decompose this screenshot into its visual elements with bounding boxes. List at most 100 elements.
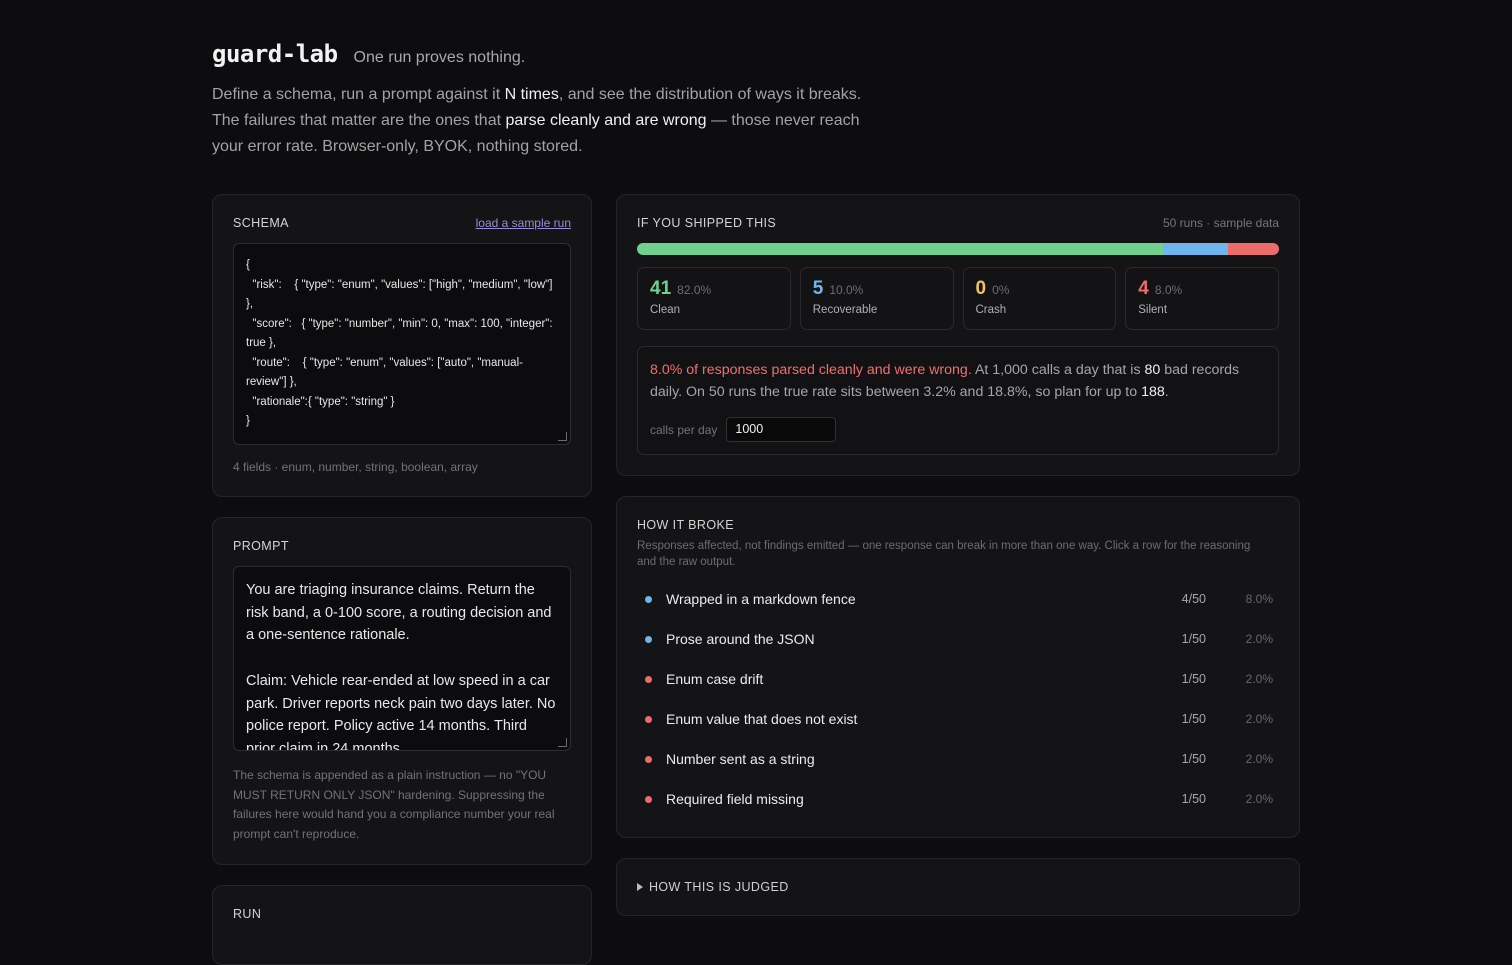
schema-editor[interactable]: { "risk": { "type": "enum", "values": ["…	[233, 243, 571, 445]
failure-percent: 8.0%	[1245, 592, 1273, 606]
schema-editor-text: { "risk": { "type": "enum", "values": ["…	[246, 259, 553, 427]
app-tagline: One run proves nothing.	[353, 49, 526, 66]
failure-percent: 2.0%	[1245, 752, 1273, 766]
status-dot-icon	[645, 715, 652, 723]
resize-handle-icon[interactable]	[558, 738, 567, 747]
stat-count: 4	[1138, 278, 1149, 299]
intro-part: Define a schema, run a prompt against it	[212, 86, 505, 103]
prompt-footer: The schema is appended as a plain instru…	[233, 768, 555, 841]
stat-count: 0	[975, 278, 987, 299]
how-it-broke-card: HOW IT BROKE Responses affected, not fin…	[616, 496, 1300, 838]
stat-label: Silent	[1138, 304, 1168, 316]
broke-subtitle: Responses affected, not findings emitted…	[637, 540, 1251, 568]
shipped-card: IF YOU SHIPPED THIS 50 runs · sample dat…	[616, 194, 1300, 476]
stat-values: 0 0%	[976, 278, 1104, 300]
stat-recoverable: 5 10.0% Recoverable	[799, 267, 954, 330]
failure-label: Wrapped in a markdown fence	[666, 591, 856, 607]
bar-segment-clean	[637, 243, 1164, 255]
prompt-title: PROMPT	[233, 539, 289, 553]
intro-part: , and see the distribution of ways it br…	[212, 86, 862, 129]
stats-row: 41 82.0% Clean 5 10.0% Recoverable 0 0% Crash 4 8.…	[637, 267, 1279, 330]
failure-percent: 2.0%	[1245, 792, 1273, 806]
page-header: guard-lab One run proves nothing. Define…	[212, 40, 892, 160]
failure-row[interactable]: Prose around the JSON 1/50 2.0%	[637, 619, 1281, 659]
schema-title: SCHEMA	[233, 216, 289, 230]
status-dot-icon	[645, 595, 652, 603]
app-title: guard-lab	[212, 40, 338, 68]
stat-values: 41 82.0%	[650, 278, 778, 300]
how-judged-card[interactable]: HOW THIS IS JUDGED	[616, 858, 1300, 916]
intro-highlight: N times	[504, 86, 559, 103]
failure-count: 1/50	[1181, 752, 1206, 766]
failure-count: 1/50	[1181, 632, 1206, 646]
calls-per-day-input[interactable]: 1000	[726, 417, 837, 442]
intro-text: Define a schema, run a prompt against it…	[212, 82, 892, 160]
failure-count: 1/50	[1181, 672, 1206, 686]
shipped-title: IF YOU SHIPPED THIS	[637, 216, 777, 230]
failure-row[interactable]: Wrapped in a markdown fence 4/50 8.0%	[637, 579, 1281, 619]
intro-highlight: parse cleanly and are wrong	[505, 112, 707, 129]
stat-label: Clean	[650, 304, 681, 316]
calls-per-day-control: calls per day 1000	[650, 417, 837, 442]
prompt-card: PROMPT You are triaging insurance claims…	[212, 517, 592, 865]
stat-count: 41	[650, 278, 672, 299]
impact-part: At 1,000 calls a day that is	[971, 362, 1145, 378]
prompt-editor[interactable]: You are triaging insurance claims. Retur…	[233, 566, 571, 751]
calls-per-day-label: calls per day	[650, 422, 718, 437]
impact-part: .	[1164, 384, 1169, 400]
stat-values: 4 8.0%	[1138, 278, 1266, 300]
failure-label: Enum case drift	[666, 671, 764, 687]
shipped-meta: 50 runs · sample data	[1162, 216, 1279, 230]
intro-part: — those never reach your error rate. Bro…	[212, 112, 860, 155]
stat-silent: 4 8.0% Silent	[1125, 267, 1279, 330]
status-dot-icon	[645, 675, 652, 683]
run-card: RUN	[212, 885, 592, 965]
bar-segment-recoverable	[1163, 243, 1228, 255]
failure-count: 1/50	[1181, 712, 1206, 726]
impact-bad-records: 80	[1144, 362, 1161, 378]
stat-count: 5	[812, 278, 824, 299]
impact-text: 8.0% of responses parsed cleanly and wer…	[650, 359, 1266, 403]
failure-label: Required field missing	[666, 791, 804, 807]
stat-label: Crash	[975, 304, 1007, 316]
run-title: RUN	[233, 907, 262, 921]
failure-label: Number sent as a string	[666, 751, 815, 767]
broke-title: HOW IT BROKE	[637, 518, 734, 532]
how-judged-toggle[interactable]: HOW THIS IS JUDGED	[637, 880, 789, 894]
failure-row[interactable]: Number sent as a string 1/50 2.0%	[637, 739, 1281, 779]
how-judged-label: HOW THIS IS JUDGED	[649, 880, 789, 894]
prompt-editor-text: You are triaging insurance claims. Retur…	[246, 582, 556, 751]
failure-percent: 2.0%	[1245, 712, 1273, 726]
stat-percent: 10.0%	[829, 283, 864, 297]
status-dot-icon	[645, 795, 652, 803]
resize-handle-icon[interactable]	[558, 432, 567, 441]
failure-percent: 2.0%	[1245, 632, 1273, 646]
impact-upper-bound: 188	[1141, 384, 1165, 400]
schema-card: SCHEMA load a sample run { "risk": { "ty…	[212, 194, 592, 497]
failure-row[interactable]: Required field missing 1/50 2.0%	[637, 779, 1281, 819]
schema-footer: 4 fields · enum, number, string, boolean…	[233, 460, 478, 474]
disclosure-triangle-icon	[637, 883, 643, 891]
impact-warning: 8.0% of responses parsed cleanly and wer…	[650, 362, 972, 378]
stat-label: Recoverable	[812, 304, 878, 316]
failure-label: Prose around the JSON	[666, 631, 815, 647]
stat-values: 5 10.0%	[813, 278, 941, 300]
status-dot-icon	[645, 755, 652, 763]
impact-part: bad records daily. On 50 runs the true r…	[650, 362, 1240, 400]
impact-box: 8.0% of responses parsed cleanly and wer…	[637, 346, 1279, 455]
distribution-bar	[637, 243, 1279, 255]
failure-count: 4/50	[1181, 592, 1206, 606]
status-dot-icon	[645, 635, 652, 643]
brand: guard-lab One run proves nothing.	[212, 40, 892, 68]
failure-count: 1/50	[1181, 792, 1206, 806]
stat-percent: 82.0%	[677, 283, 712, 297]
stat-percent: 8.0%	[1154, 283, 1183, 297]
stat-clean: 41 82.0% Clean	[637, 267, 791, 330]
failure-percent: 2.0%	[1245, 672, 1273, 686]
load-sample-link[interactable]: load a sample run	[475, 216, 571, 230]
failure-row[interactable]: Enum case drift 1/50 2.0%	[637, 659, 1281, 699]
failure-row[interactable]: Enum value that does not exist 1/50 2.0%	[637, 699, 1281, 739]
failure-label: Enum value that does not exist	[666, 711, 858, 727]
bar-segment-silent	[1227, 243, 1279, 255]
stat-crash: 0 0% Crash	[962, 267, 1117, 330]
